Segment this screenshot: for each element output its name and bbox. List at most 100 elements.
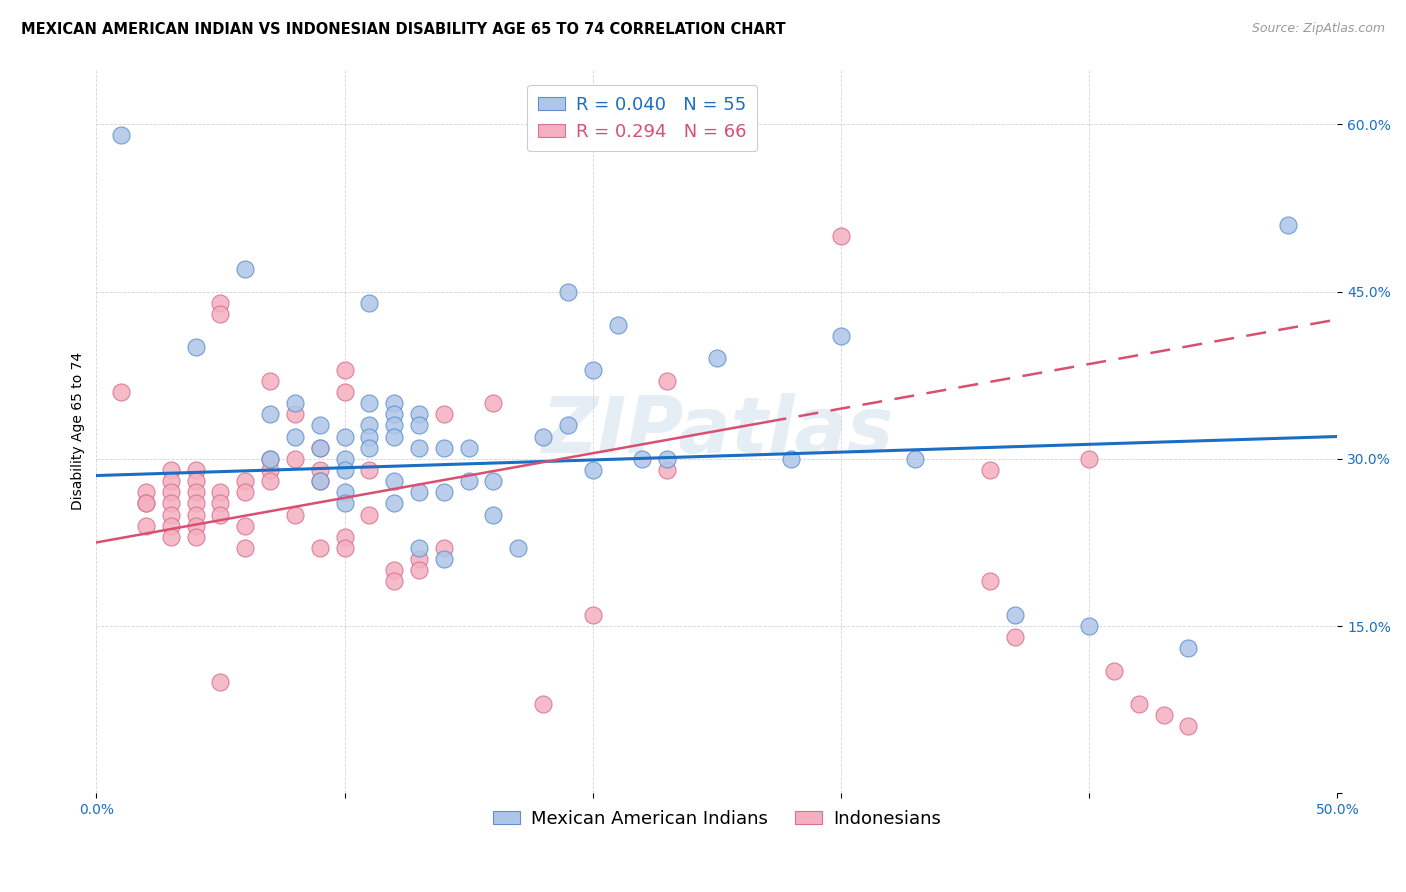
Point [184, 463, 207, 477]
Point [184, 496, 207, 510]
Point [1277, 218, 1299, 232]
Point [531, 429, 554, 443]
Point [382, 574, 405, 589]
Point [433, 441, 456, 455]
Point [508, 541, 530, 555]
Point [433, 485, 456, 500]
Point [830, 329, 852, 343]
Point [408, 541, 430, 555]
Point [582, 463, 605, 477]
Point [259, 451, 281, 466]
Point [233, 541, 256, 555]
Point [1177, 719, 1199, 733]
Point [433, 407, 456, 421]
Point [482, 508, 505, 522]
Point [382, 396, 405, 410]
Point [657, 451, 679, 466]
Point [382, 474, 405, 488]
Text: ZIPatlas: ZIPatlas [541, 393, 893, 469]
Point [582, 607, 605, 622]
Point [359, 463, 381, 477]
Point [159, 508, 181, 522]
Point [159, 463, 181, 477]
Point [1177, 641, 1199, 656]
Point [359, 295, 381, 310]
Point [433, 541, 456, 555]
Point [308, 474, 330, 488]
Point [657, 463, 679, 477]
Point [209, 307, 232, 321]
Point [606, 318, 628, 332]
Point [482, 474, 505, 488]
Point [259, 451, 281, 466]
Point [333, 530, 356, 544]
Point [408, 563, 430, 577]
Point [1128, 697, 1150, 711]
Point [284, 508, 307, 522]
Point [382, 418, 405, 433]
Point [979, 463, 1001, 477]
Point [359, 508, 381, 522]
Point [408, 441, 430, 455]
Point [259, 407, 281, 421]
Point [359, 441, 381, 455]
Point [780, 451, 803, 466]
Point [531, 697, 554, 711]
Point [557, 285, 579, 299]
Point [259, 463, 281, 477]
Point [135, 496, 157, 510]
Point [830, 228, 852, 243]
Point [209, 674, 232, 689]
Point [159, 485, 181, 500]
Point [333, 463, 356, 477]
Point [1153, 708, 1175, 723]
Point [184, 340, 207, 354]
Point [284, 407, 307, 421]
Point [233, 262, 256, 277]
Point [433, 552, 456, 566]
Point [333, 496, 356, 510]
Point [408, 418, 430, 433]
Point [333, 451, 356, 466]
Point [582, 362, 605, 376]
Text: Source: ZipAtlas.com: Source: ZipAtlas.com [1251, 22, 1385, 36]
Point [557, 418, 579, 433]
Point [308, 441, 330, 455]
Point [184, 518, 207, 533]
Point [1004, 630, 1026, 644]
Point [284, 451, 307, 466]
Point [333, 362, 356, 376]
Point [408, 485, 430, 500]
Point [135, 518, 157, 533]
Text: MEXICAN AMERICAN INDIAN VS INDONESIAN DISABILITY AGE 65 TO 74 CORRELATION CHART: MEXICAN AMERICAN INDIAN VS INDONESIAN DI… [21, 22, 786, 37]
Point [333, 384, 356, 399]
Point [408, 552, 430, 566]
Point [457, 474, 479, 488]
Point [333, 541, 356, 555]
Point [184, 474, 207, 488]
Point [308, 463, 330, 477]
Point [359, 418, 381, 433]
Point [1102, 664, 1125, 678]
Point [159, 474, 181, 488]
Y-axis label: Disability Age 65 to 74: Disability Age 65 to 74 [72, 351, 86, 510]
Point [209, 496, 232, 510]
Point [382, 496, 405, 510]
Point [631, 451, 654, 466]
Point [110, 384, 132, 399]
Point [209, 485, 232, 500]
Point [408, 407, 430, 421]
Point [110, 128, 132, 143]
Point [1078, 451, 1101, 466]
Point [184, 508, 207, 522]
Point [284, 429, 307, 443]
Point [184, 530, 207, 544]
Point [209, 295, 232, 310]
Point [1078, 619, 1101, 633]
Point [706, 351, 728, 366]
Point [259, 474, 281, 488]
Point [333, 429, 356, 443]
Point [382, 429, 405, 443]
Point [657, 374, 679, 388]
Point [359, 429, 381, 443]
